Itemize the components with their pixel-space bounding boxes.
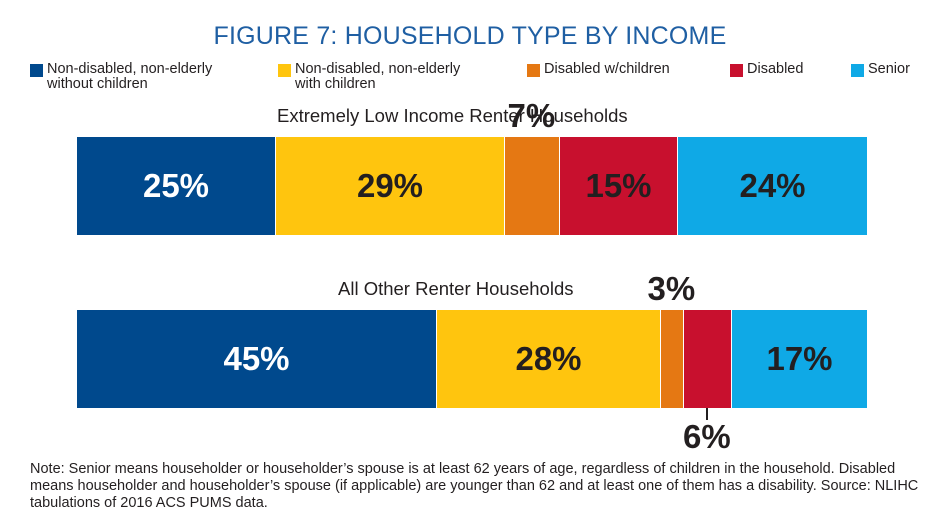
data-label: 17% — [766, 340, 832, 378]
bar-segment-disabled — [683, 310, 731, 408]
group-title-extremely-low-income: Extremely Low Income Renter Households — [277, 105, 628, 127]
data-label: 15% — [585, 167, 651, 205]
bar-segment-disabled-w-children — [660, 310, 683, 408]
leader-line — [706, 408, 708, 420]
data-label: 3% — [648, 270, 696, 308]
bar-segment-disabled: 15% — [559, 137, 677, 235]
data-label: 7% — [508, 97, 556, 135]
bar-segment-senior: 17% — [731, 310, 867, 408]
bar-segment-non-disabled-non-elderly-without-children: 25% — [77, 137, 275, 235]
data-label: 6% — [683, 418, 731, 456]
bar-segment-non-disabled-non-elderly-without-children: 45% — [77, 310, 436, 408]
legend-swatch — [527, 64, 540, 77]
legend-label: Disabled w/children — [544, 62, 670, 77]
chart-note: Note: Senior means householder or househ… — [30, 461, 925, 512]
data-label: 29% — [357, 167, 423, 205]
bar-segment-senior: 24% — [677, 137, 867, 235]
stacked-bar-all-other: 45% 28% 17% — [77, 310, 867, 408]
bar-segment-non-disabled-non-elderly-with-children: 29% — [275, 137, 504, 235]
group-title-all-other: All Other Renter Households — [338, 278, 573, 300]
legend-label: Disabled — [747, 62, 803, 77]
legend-label: Non-disabled, non-elderly with children — [295, 62, 460, 92]
bar-segment-disabled-w-children — [504, 137, 559, 235]
stacked-bar-extremely-low-income: 25% 29% 15% 24% — [77, 137, 867, 235]
data-label: 28% — [515, 340, 581, 378]
legend-swatch — [278, 64, 291, 77]
legend: Non-disabled, non-elderly without childre… — [0, 62, 940, 96]
data-label: 25% — [143, 167, 209, 205]
legend-swatch — [30, 64, 43, 77]
chart-title: FIGURE 7: HOUSEHOLD TYPE BY INCOME — [0, 22, 940, 51]
legend-swatch — [730, 64, 743, 77]
legend-swatch — [851, 64, 864, 77]
legend-label: Non-disabled, non-elderly without childre… — [47, 62, 212, 92]
legend-label: Senior — [868, 62, 910, 77]
data-label: 24% — [739, 167, 805, 205]
bar-segment-non-disabled-non-elderly-with-children: 28% — [436, 310, 660, 408]
data-label: 45% — [223, 340, 289, 378]
